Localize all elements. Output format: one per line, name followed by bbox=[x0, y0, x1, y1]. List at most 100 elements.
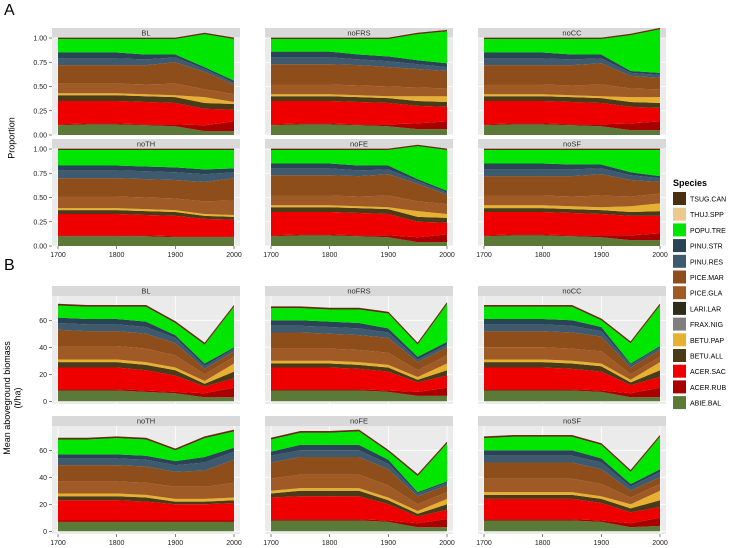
area-pice-mar bbox=[58, 62, 234, 95]
plot-area: BL 0.00 0.25 0.50 0.75 1.00 noFRS noCC noTH 0.00 0… bbox=[2, 27, 668, 547]
area-pice-mar bbox=[484, 462, 660, 498]
y-tick-label: 1.00 bbox=[33, 147, 47, 154]
y-tick-label: 0.25 bbox=[33, 108, 47, 115]
y-axis-label-line: (t/ha) bbox=[13, 387, 23, 408]
legend-item-thuj-spp: THUJ.SPP bbox=[673, 207, 724, 221]
legend-swatch bbox=[673, 380, 686, 394]
facet-b-noth: noTH 0 20 40 60 1700 1800 1900 2000 bbox=[39, 416, 242, 547]
area-pice-gla bbox=[58, 345, 234, 382]
area-abie-bal bbox=[484, 520, 660, 532]
stack-top-line bbox=[270, 429, 448, 476]
area-pice-gla bbox=[271, 84, 447, 97]
facet-strip bbox=[52, 139, 240, 149]
facet-strip bbox=[265, 416, 453, 426]
area-abie-bal bbox=[58, 390, 234, 402]
area-acer-sac bbox=[58, 213, 234, 237]
x-tick-label: 2000 bbox=[226, 540, 242, 547]
x-tick-label: 1900 bbox=[168, 252, 184, 259]
x-tick-label: 1800 bbox=[322, 252, 338, 259]
y-axis-label-line: Mean aboveground biomass bbox=[2, 341, 12, 455]
area-popu-tre bbox=[271, 431, 447, 493]
x-tick-label: 2000 bbox=[226, 252, 242, 259]
facet-title: noSF bbox=[563, 140, 581, 149]
area-abie-bal bbox=[271, 390, 447, 402]
area-pice-gla bbox=[484, 193, 660, 208]
area-acer-sac bbox=[271, 367, 447, 392]
facet-strip bbox=[478, 416, 666, 426]
x-tick-label: 2000 bbox=[652, 252, 668, 259]
panel-b-letter: B bbox=[4, 257, 15, 274]
area-pinu-res bbox=[58, 323, 234, 369]
area-pinu-str bbox=[271, 320, 447, 360]
area-pice-mar bbox=[58, 459, 234, 487]
area-acer-rub bbox=[484, 517, 660, 528]
stack-top-line bbox=[57, 303, 235, 344]
facet-title: noFE bbox=[350, 417, 368, 426]
legend-label: BETU.PAP bbox=[690, 338, 724, 345]
area-pinu-str bbox=[484, 450, 660, 487]
facet-b-nosf: noSF 1700 1800 1900 2000 bbox=[476, 416, 668, 547]
area-pinu-res bbox=[271, 168, 447, 195]
area-pice-mar bbox=[58, 329, 234, 375]
area-acer-rub bbox=[271, 519, 447, 528]
y-tick-label: 0 bbox=[43, 529, 47, 536]
area-popu-tre bbox=[271, 304, 447, 357]
area-pinu-str bbox=[484, 52, 660, 75]
legend-item-acer-sac: ACER.SAC bbox=[673, 364, 726, 378]
legend-swatch bbox=[673, 192, 686, 205]
legend-item-pice-mar: PICE.MAR bbox=[673, 270, 724, 284]
y-tick-label: 0.25 bbox=[33, 219, 47, 226]
legend-item-pinu-str: PINU.STR bbox=[673, 239, 723, 253]
area-abie-bal bbox=[271, 235, 447, 246]
area-pinu-res bbox=[58, 451, 234, 472]
area-abie-bal bbox=[58, 521, 234, 532]
stack-top-line bbox=[271, 302, 448, 344]
facet-title: noCC bbox=[562, 287, 582, 296]
chart-a: BL 0.00 0.25 0.50 0.75 1.00 noFRS noCC noTH 0.00 0… bbox=[7, 27, 668, 259]
area-acer-rub bbox=[484, 121, 660, 131]
area-pinu-res bbox=[484, 58, 660, 78]
facet-a-noth: noTH 0.00 0.25 0.50 0.75 1.00 1700 1800 1900 2000 bbox=[33, 139, 242, 259]
area-pinu-str bbox=[58, 52, 234, 83]
area-acer-sac bbox=[271, 101, 447, 125]
area-pice-mar bbox=[484, 174, 660, 197]
facet-a-nofrs: noFRS bbox=[265, 28, 453, 136]
x-tick-label: 1900 bbox=[594, 252, 610, 259]
area-betu-pap bbox=[484, 490, 660, 509]
area-betu-all bbox=[58, 496, 234, 505]
chart-b: BL 0 20 40 60 noFRS noCC noTH 0 20 40 60 1700 1800 190… bbox=[2, 286, 668, 547]
area-betu-pap bbox=[58, 493, 234, 502]
x-tick-label: 1900 bbox=[381, 540, 397, 547]
panel-a-letter: A bbox=[4, 2, 15, 19]
area-acer-sac bbox=[271, 212, 447, 238]
area-pinu-str bbox=[58, 165, 234, 175]
facet-title: noTH bbox=[137, 140, 155, 149]
facet-strip bbox=[52, 28, 240, 38]
area-pice-mar bbox=[271, 64, 447, 89]
area-popu-tre bbox=[484, 29, 660, 73]
area-abie-bal bbox=[271, 124, 447, 135]
area-acer-sac bbox=[58, 367, 234, 394]
area-pice-mar bbox=[484, 331, 660, 375]
area-betu-all bbox=[484, 362, 660, 386]
legend-item-frax-nig: FRAX.NIG bbox=[673, 317, 723, 331]
area-pinu-res bbox=[484, 324, 660, 368]
area-popu-tre bbox=[484, 436, 660, 485]
facet-b-bl: BL 0 20 40 60 bbox=[39, 286, 240, 406]
area-popu-tre bbox=[484, 149, 660, 177]
y-tick-label: 0.00 bbox=[33, 244, 47, 251]
legend-item-lari-lar: LARI.LAR bbox=[673, 301, 721, 315]
area-popu-tre bbox=[58, 34, 234, 81]
area-acer-sac bbox=[484, 367, 660, 394]
facet-strip bbox=[265, 286, 453, 296]
legend-item-tsug-can: TSUG.CAN bbox=[673, 192, 726, 205]
area-popu-tre bbox=[58, 431, 234, 462]
facet-b-nocc: noCC bbox=[478, 286, 666, 404]
area-pice-gla bbox=[58, 481, 234, 499]
x-tick-label: 2000 bbox=[439, 252, 455, 259]
x-tick-label: 1800 bbox=[109, 252, 125, 259]
area-pice-mar bbox=[58, 178, 234, 202]
area-pice-gla bbox=[271, 195, 447, 214]
area-betu-all bbox=[484, 96, 660, 108]
